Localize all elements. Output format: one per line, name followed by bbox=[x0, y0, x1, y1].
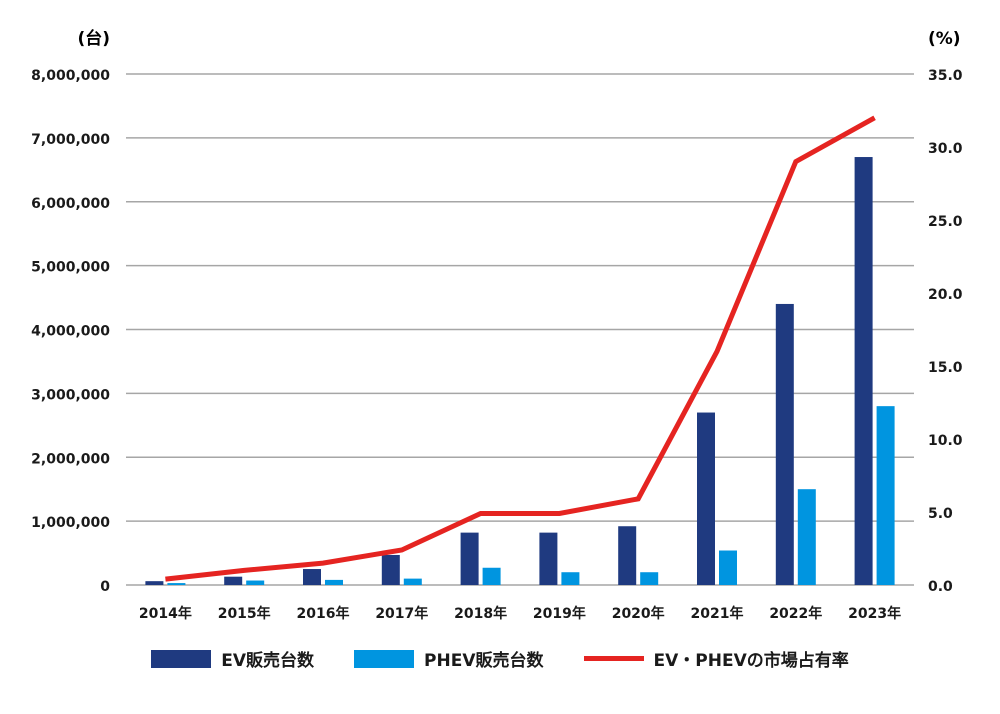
right-y-axis: 0.0 5.0 10.0 15.0 20.0 25.0 30.0 35.0 bbox=[928, 68, 963, 595]
y-tick-label: 1,000,000 bbox=[31, 515, 110, 531]
ev-bar bbox=[303, 569, 321, 585]
y-tick-label: 8,000,000 bbox=[31, 68, 110, 84]
y-tick-label: 5,000,000 bbox=[31, 260, 110, 276]
y-tick-label: 6,000,000 bbox=[31, 196, 110, 212]
chart-area: 0 1,000,000 2,000,000 3,000,000 4,000,000 5,0… bbox=[31, 28, 963, 622]
y2-tick-label: 10.0 bbox=[928, 433, 963, 449]
phev-bar bbox=[876, 406, 895, 585]
y-tick-label: 0 bbox=[100, 579, 110, 595]
legend: EV販売台数 PHEV販売台数 EV・PHEVの市場占有率 bbox=[0, 646, 1000, 671]
y-tick-label: 7,000,000 bbox=[31, 132, 110, 148]
y2-tick-label: 5.0 bbox=[928, 506, 953, 522]
phev-bar bbox=[482, 567, 501, 585]
phev-bar bbox=[561, 572, 580, 585]
ev-bar bbox=[145, 581, 164, 585]
legend-item-ev: EV販売台数 bbox=[151, 646, 314, 671]
legend-item-phev: PHEV販売台数 bbox=[354, 646, 544, 671]
y2-tick-label: 35.0 bbox=[928, 68, 963, 84]
x-tick-label: 2018年 bbox=[454, 605, 507, 622]
legend-label: EV販売台数 bbox=[221, 651, 315, 671]
line-series bbox=[165, 115, 876, 582]
bar-series bbox=[145, 157, 895, 585]
share-line-icon bbox=[583, 656, 644, 661]
phev-bar bbox=[167, 583, 186, 585]
left-y-axis: 0 1,000,000 2,000,000 3,000,000 4,000,000 5,0… bbox=[31, 68, 110, 595]
ev-bar bbox=[775, 303, 794, 585]
y-tick-label: 2,000,000 bbox=[31, 451, 110, 467]
ev-bar bbox=[381, 554, 400, 585]
x-tick-label: 2015年 bbox=[218, 605, 271, 622]
y2-tick-label: 25.0 bbox=[928, 214, 963, 230]
phev-bar bbox=[797, 489, 816, 585]
share-line bbox=[165, 115, 876, 582]
y2-tick-label: 30.0 bbox=[928, 141, 963, 157]
y2-tick-label: 0.0 bbox=[928, 579, 953, 595]
phev-bar bbox=[403, 578, 422, 585]
x-tick-label: 2016年 bbox=[297, 605, 350, 622]
y-tick-label: 4,000,000 bbox=[31, 324, 110, 340]
gridlines bbox=[126, 73, 914, 586]
x-tick-label: 2014年 bbox=[139, 605, 192, 622]
x-tick-label: 2019年 bbox=[533, 605, 586, 622]
x-tick-label: 2017年 bbox=[375, 605, 428, 622]
x-axis: 2014年 2015年 2016年 2017年 2018年 2019年 2020年 2021年… bbox=[139, 605, 901, 622]
ev-bar bbox=[618, 526, 637, 585]
phev-bar bbox=[719, 550, 737, 585]
legend-item-share: EV・PHEVの市場占有率 bbox=[583, 646, 849, 671]
phev-bar bbox=[246, 580, 265, 585]
legend-label: EV・PHEVの市場占有率 bbox=[653, 651, 849, 671]
x-tick-label: 2023年 bbox=[848, 605, 901, 622]
phev-swatch-icon bbox=[354, 649, 415, 668]
y2-tick-label: 20.0 bbox=[928, 287, 963, 303]
phev-bar bbox=[640, 572, 659, 585]
ev-bar bbox=[460, 532, 479, 585]
ev-bar bbox=[539, 532, 558, 585]
ev-bar bbox=[224, 576, 243, 585]
phev-bar bbox=[325, 579, 343, 585]
x-tick-label: 2022年 bbox=[769, 605, 822, 622]
ev-swatch-icon bbox=[151, 649, 212, 668]
ev-bar bbox=[854, 157, 873, 585]
y2-tick-label: 15.0 bbox=[928, 360, 963, 376]
y-tick-label: 3,000,000 bbox=[31, 387, 110, 403]
x-tick-label: 2020年 bbox=[612, 605, 665, 622]
right-axis-unit-label: (%) bbox=[928, 29, 961, 49]
x-tick-label: 2021年 bbox=[691, 605, 744, 622]
legend-label: PHEV販売台数 bbox=[424, 651, 544, 671]
ev-bar bbox=[697, 412, 715, 585]
left-axis-unit-label: (台) bbox=[77, 28, 110, 49]
